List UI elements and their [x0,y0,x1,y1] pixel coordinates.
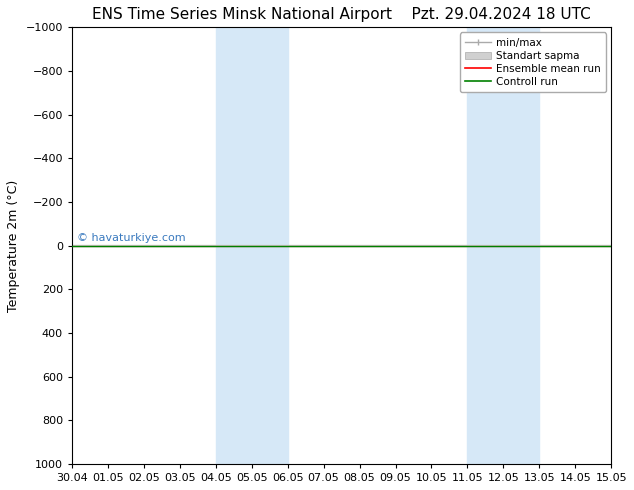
Bar [216,27,288,464]
Legend: min/max, Standart sapma, Ensemble mean run, Controll run: min/max, Standart sapma, Ensemble mean r… [460,32,606,92]
Bar [467,27,540,464]
Text: © havaturkiye.com: © havaturkiye.com [77,233,186,244]
Y-axis label: Temperature 2m (°C): Temperature 2m (°C) [7,179,20,312]
Title: ENS Time Series Minsk National Airport    Pzt. 29.04.2024 18 UTC: ENS Time Series Minsk National Airport P… [92,7,591,22]
